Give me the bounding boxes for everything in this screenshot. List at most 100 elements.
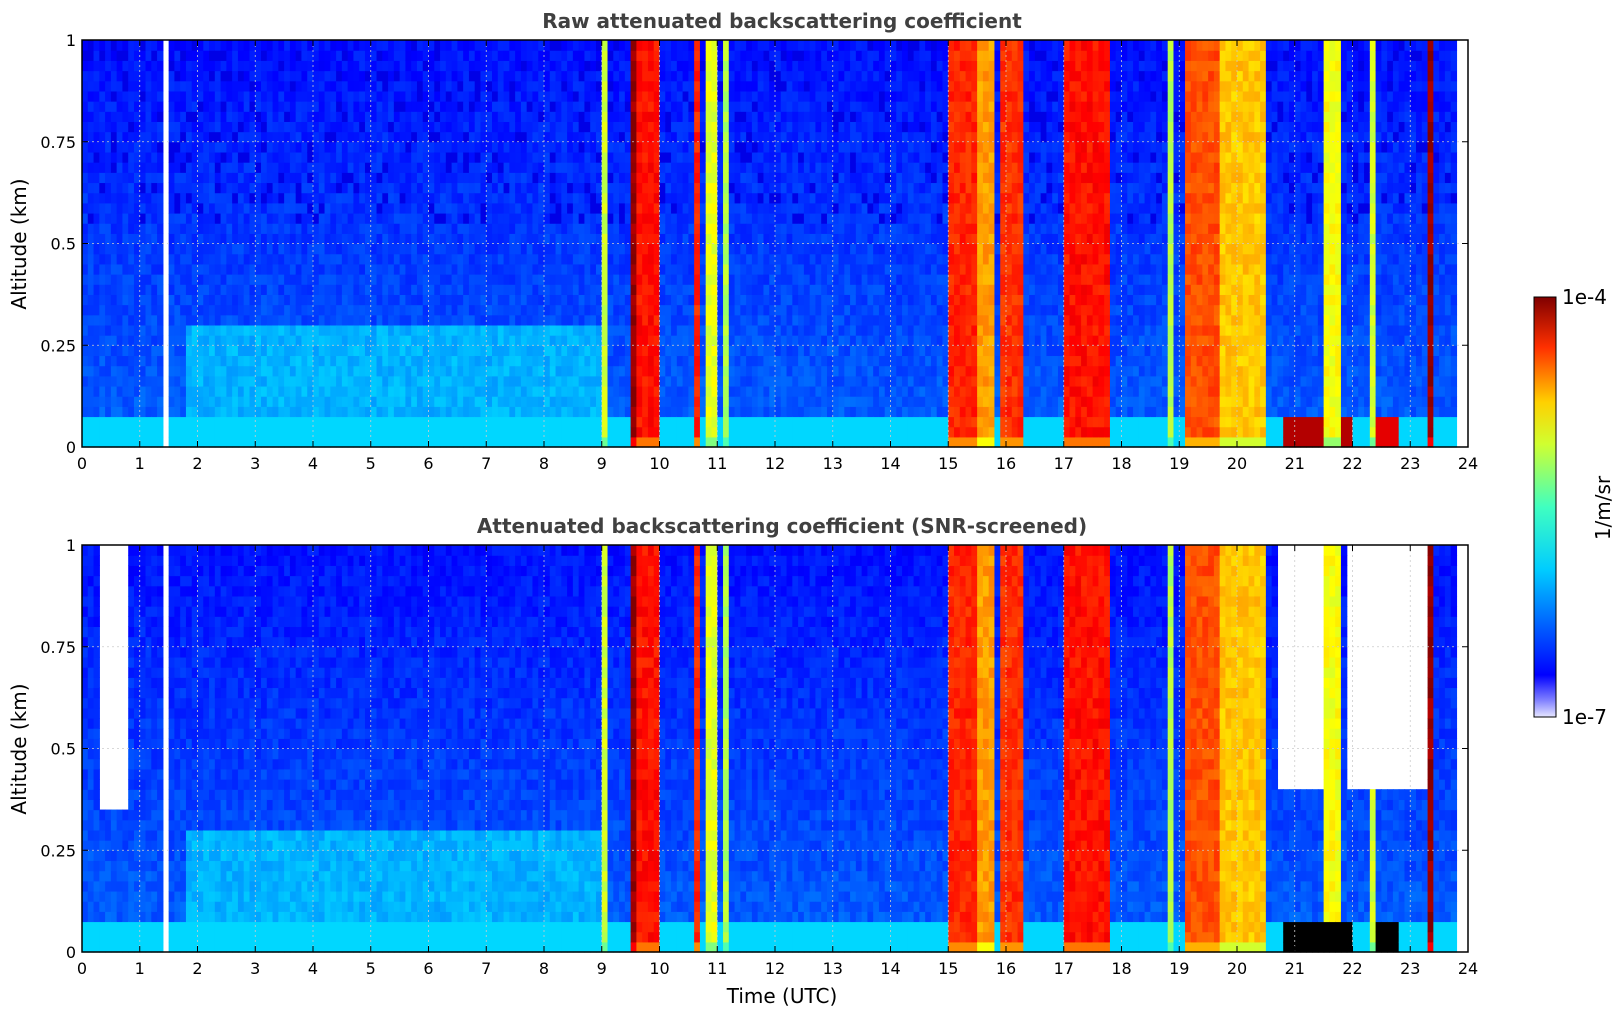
- heatmap-cell: [717, 50, 724, 61]
- heatmap-cell: [203, 141, 210, 153]
- heatmap-cell: [757, 192, 765, 204]
- heatmap-cell: [503, 202, 510, 214]
- heatmap-cell: [99, 131, 106, 143]
- heatmap-cell: [780, 151, 788, 163]
- heatmap-cell: [717, 426, 724, 438]
- heatmap-cell: [676, 416, 684, 428]
- heatmap-cell: [301, 436, 308, 448]
- heatmap-cell: [619, 243, 626, 255]
- heatmap-cell: [780, 416, 788, 428]
- heatmap-cell: [769, 365, 776, 377]
- heatmap-cell: [590, 70, 597, 82]
- heatmap-cell: [624, 406, 632, 418]
- heatmap-cell: [87, 345, 95, 357]
- heatmap-cell: [330, 101, 337, 112]
- heatmap-cell: [180, 182, 187, 194]
- heatmap-cell: [255, 324, 262, 336]
- heatmap-cell: [197, 162, 204, 173]
- heatmap-cell: [780, 90, 788, 102]
- heatmap-cell: [341, 111, 349, 122]
- heatmap-cell: [549, 121, 557, 133]
- heatmap-cell: [636, 406, 643, 418]
- heatmap-cell: [347, 274, 355, 285]
- heatmap-cell: [647, 355, 655, 367]
- heatmap-cell: [324, 406, 331, 418]
- heatmap-cell: [601, 141, 609, 153]
- heatmap-cell: [711, 192, 718, 204]
- heatmap-cell: [538, 253, 545, 265]
- heatmap-cell: [792, 416, 799, 428]
- heatmap-cell: [440, 274, 447, 285]
- heatmap-cell: [330, 314, 337, 326]
- heatmap-cell: [595, 406, 603, 418]
- heatmap-cell: [619, 396, 626, 407]
- heatmap-cell: [509, 274, 516, 285]
- heatmap-cell: [503, 294, 510, 306]
- heatmap-cell: [133, 141, 141, 153]
- heatmap-cell: [388, 202, 395, 214]
- heatmap-cell: [584, 324, 591, 336]
- heatmap-cell: [191, 141, 199, 153]
- heatmap-cell: [87, 111, 95, 122]
- heatmap-cell: [416, 416, 424, 428]
- heatmap-cell: [746, 243, 753, 255]
- heatmap-cell: [364, 121, 372, 133]
- heatmap-cell: [526, 253, 534, 265]
- heatmap-cell: [538, 436, 545, 448]
- heatmap-cell: [740, 355, 747, 367]
- heatmap-cell: [572, 294, 580, 306]
- heatmap-cell: [243, 141, 251, 153]
- heatmap-cell: [209, 40, 216, 51]
- heatmap-cell: [792, 80, 799, 92]
- heatmap-cell: [624, 294, 632, 306]
- heatmap-cell: [503, 385, 510, 397]
- heatmap-cell: [416, 151, 424, 163]
- heatmap-cell: [416, 212, 424, 224]
- heatmap-cell: [769, 50, 776, 61]
- heatmap-cell: [803, 90, 811, 102]
- heatmap-cell: [174, 182, 181, 194]
- heatmap-cell: [110, 274, 118, 285]
- heatmap-cell: [278, 141, 285, 153]
- heatmap-cell: [99, 274, 106, 285]
- heatmap-cell: [746, 345, 753, 357]
- heatmap-cell: [422, 426, 430, 438]
- heatmap-cell: [359, 324, 366, 336]
- heatmap-cell: [572, 396, 580, 407]
- heatmap-cell: [261, 324, 268, 336]
- heatmap-cell: [613, 131, 620, 143]
- heatmap-cell: [694, 223, 701, 234]
- heatmap-cell: [630, 314, 638, 326]
- heatmap-cell: [434, 345, 441, 357]
- heatmap-cell: [364, 263, 372, 275]
- heatmap-cell: [336, 294, 343, 306]
- heatmap-cell: [99, 294, 106, 306]
- heatmap-cell: [174, 355, 181, 367]
- heatmap-cell: [676, 324, 684, 336]
- heatmap-cell: [497, 385, 505, 397]
- heatmap-cell: [295, 121, 303, 133]
- heatmap-cell: [480, 253, 487, 265]
- heatmap-cell: [486, 314, 493, 326]
- heatmap-cell: [763, 263, 770, 275]
- heatmap-cell: [474, 70, 482, 82]
- heatmap-cell: [203, 436, 210, 448]
- heatmap-cell: [549, 294, 557, 306]
- heatmap-cell: [110, 151, 118, 163]
- heatmap-cell: [665, 304, 672, 316]
- heatmap-cell: [740, 141, 747, 153]
- heatmap-cell: [411, 375, 418, 387]
- heatmap-cell: [647, 416, 655, 428]
- heatmap-cell: [734, 90, 741, 102]
- heatmap-cell: [359, 192, 366, 204]
- heatmap-cell: [180, 233, 187, 245]
- heatmap-cell: [318, 406, 326, 418]
- heatmap-cell: [237, 416, 245, 428]
- heatmap-cell: [711, 355, 718, 367]
- heatmap-cell: [647, 212, 655, 224]
- heatmap-cell: [220, 223, 227, 234]
- heatmap-cell: [336, 345, 343, 357]
- heatmap-cell: [653, 416, 661, 428]
- heatmap-cell: [803, 101, 811, 112]
- heatmap-cell: [688, 335, 695, 346]
